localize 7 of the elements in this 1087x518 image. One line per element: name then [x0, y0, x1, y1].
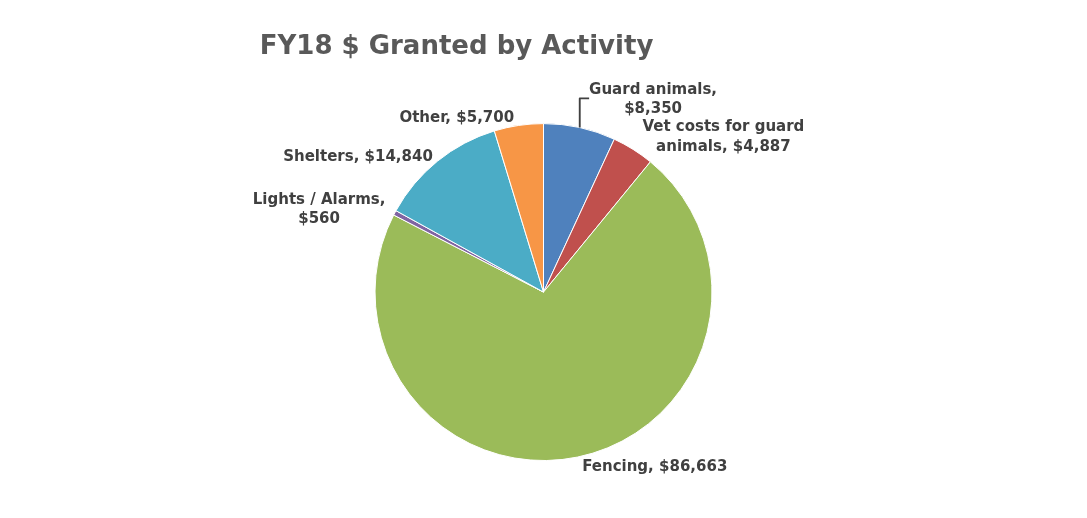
slice-label: Shelters, $14,840: [283, 146, 433, 165]
chart-title: FY18 $ Granted by Activity: [259, 30, 654, 61]
slice-label: Other, $5,700: [399, 107, 515, 126]
slice-label: Vet costs for guard animals, $4,887: [642, 117, 805, 155]
slice-label: Lights / Alarms, $560: [252, 189, 386, 228]
slice-label: Fencing, $86,663: [582, 456, 728, 475]
slice-label: Guard animals, $8,350: [589, 79, 718, 118]
